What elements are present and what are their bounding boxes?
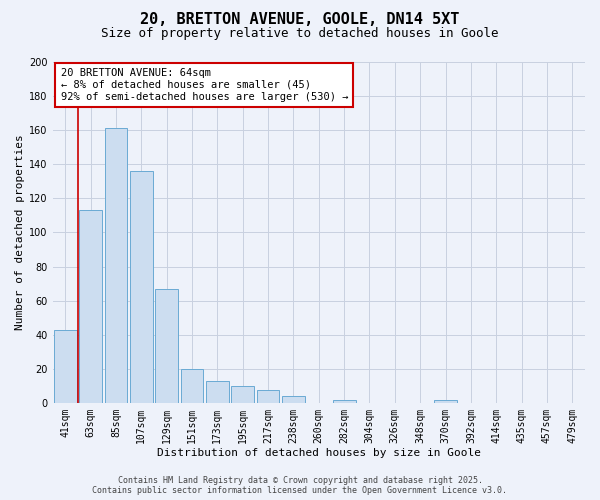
Bar: [282, 396, 305, 403]
X-axis label: Distribution of detached houses by size in Goole: Distribution of detached houses by size …: [157, 448, 481, 458]
Bar: [54, 330, 77, 403]
Bar: [231, 386, 254, 403]
Bar: [257, 390, 280, 403]
Bar: [434, 400, 457, 403]
Bar: [155, 288, 178, 403]
Bar: [181, 369, 203, 403]
Bar: [130, 171, 152, 403]
Text: 20, BRETTON AVENUE, GOOLE, DN14 5XT: 20, BRETTON AVENUE, GOOLE, DN14 5XT: [140, 12, 460, 28]
Bar: [333, 400, 356, 403]
Bar: [206, 381, 229, 403]
Text: Size of property relative to detached houses in Goole: Size of property relative to detached ho…: [101, 28, 499, 40]
Text: 20 BRETTON AVENUE: 64sqm
← 8% of detached houses are smaller (45)
92% of semi-de: 20 BRETTON AVENUE: 64sqm ← 8% of detache…: [61, 68, 348, 102]
Bar: [79, 210, 102, 403]
Text: Contains HM Land Registry data © Crown copyright and database right 2025.
Contai: Contains HM Land Registry data © Crown c…: [92, 476, 508, 495]
Bar: [104, 128, 127, 403]
Y-axis label: Number of detached properties: Number of detached properties: [15, 134, 25, 330]
